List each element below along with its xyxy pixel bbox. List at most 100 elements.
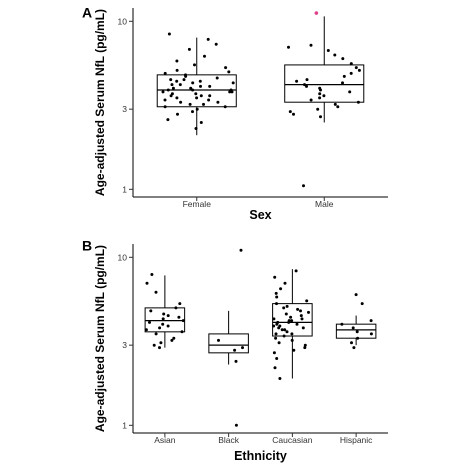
data-point-caucasian: [290, 319, 294, 323]
data-point-black: [217, 338, 220, 342]
data-point-caucasian: [275, 295, 279, 299]
data-point-asian: [148, 320, 151, 324]
data-point-hispanic: [350, 341, 353, 345]
data-point-female: [191, 110, 194, 114]
y-axis-title: Age-adjusted Serum NfL (pg/mL): [93, 245, 107, 432]
data-point-female: [203, 54, 206, 58]
x-axis-title: Sex: [249, 208, 271, 222]
data-point-female: [191, 81, 195, 85]
data-point-female: [189, 86, 193, 90]
data-point-asian: [154, 290, 158, 294]
data-point-asian: [144, 328, 148, 332]
data-point-asian: [152, 343, 156, 347]
data-point-black: [234, 359, 238, 363]
data-point-male: [318, 96, 322, 100]
data-point-female: [169, 78, 173, 82]
data-point-asian: [161, 317, 165, 321]
x-tick-label-male: Male: [315, 199, 334, 209]
data-point-female: [187, 47, 191, 51]
data-point-female: [198, 79, 202, 83]
data-point-female: [166, 118, 170, 122]
data-point-male: [354, 66, 358, 70]
data-point-caucasian: [274, 332, 278, 336]
data-point-caucasian: [301, 326, 305, 330]
data-point-female: [206, 37, 210, 41]
data-point-female: [195, 107, 199, 111]
data-point-male: [303, 83, 306, 87]
data-point-caucasian: [303, 346, 307, 350]
data-point-caucasian: [290, 332, 294, 336]
outlier-point-male: [314, 11, 319, 15]
data-point-caucasian: [279, 287, 283, 291]
data-point-female: [182, 78, 186, 82]
data-point-female: [167, 32, 171, 36]
data-point-female: [231, 81, 235, 85]
data-point-caucasian: [280, 328, 284, 332]
data-point-hispanic: [356, 336, 360, 340]
data-point-asian: [149, 309, 153, 313]
x-tick-label-caucasian: Caucasian: [272, 435, 312, 445]
data-point-asian: [178, 302, 182, 306]
data-point-black: [234, 423, 238, 427]
data-point-asian: [158, 326, 162, 330]
data-point-caucasian: [272, 351, 276, 355]
data-point-female: [193, 63, 196, 67]
data-point-male: [333, 53, 337, 57]
data-point-female: [195, 96, 199, 100]
data-point-caucasian: [273, 366, 277, 370]
data-point-male: [356, 100, 360, 104]
data-point-male: [342, 74, 346, 78]
data-point-male: [326, 49, 330, 52]
data-point-male: [319, 115, 322, 119]
data-point-female: [175, 68, 179, 72]
data-point-caucasian: [289, 315, 293, 319]
box-iqr: [144, 307, 186, 333]
data-point-hispanic: [351, 326, 355, 330]
data-point-caucasian: [305, 299, 309, 303]
x-tick-label-asian: Asian: [154, 435, 176, 445]
data-point-asian: [166, 324, 170, 328]
boxplot-male: [284, 16, 365, 123]
data-point-asian: [158, 346, 161, 350]
data-point-female: [194, 92, 198, 96]
data-point-male: [309, 43, 313, 47]
data-point-hispanic: [340, 322, 344, 326]
data-point-caucasian: [284, 312, 288, 316]
data-point-male: [357, 68, 361, 72]
data-point-caucasian: [307, 310, 310, 314]
data-point-female: [216, 100, 220, 104]
data-point-hispanic: [354, 293, 358, 297]
data-point-female: [227, 70, 231, 74]
data-point-caucasian: [275, 357, 279, 360]
data-point-caucasian: [303, 343, 307, 347]
data-point-hispanic: [355, 330, 359, 334]
data-point-black: [239, 248, 243, 252]
y-tick-label: 3: [122, 340, 127, 350]
data-point-female: [208, 94, 212, 98]
data-point-female: [199, 84, 202, 88]
data-point-caucasian: [294, 269, 298, 273]
data-point-female: [184, 73, 187, 77]
data-point-black: [233, 348, 237, 352]
data-point-male: [316, 107, 320, 111]
boxplot-black: [208, 310, 249, 365]
data-point-female: [208, 84, 212, 88]
x-axis-title: Ethnicity: [234, 449, 287, 463]
data-point-caucasian: [272, 324, 276, 328]
data-point-male: [348, 90, 352, 94]
data-point-asian: [180, 330, 184, 334]
panel-label: B: [82, 238, 92, 254]
data-point-male: [305, 84, 308, 88]
y-tick-label: 1: [122, 184, 127, 194]
data-point-caucasian: [277, 341, 281, 345]
data-point-caucasian: [282, 334, 286, 338]
data-point-asian: [145, 281, 149, 285]
x-tick-label-black: Black: [218, 435, 240, 445]
data-point-male: [349, 62, 353, 66]
data-point-female: [194, 127, 198, 130]
data-point-female: [161, 90, 165, 94]
data-point-male: [309, 98, 313, 102]
data-point-female: [175, 96, 179, 100]
data-point-female: [179, 100, 183, 104]
data-point-caucasian: [282, 306, 286, 310]
